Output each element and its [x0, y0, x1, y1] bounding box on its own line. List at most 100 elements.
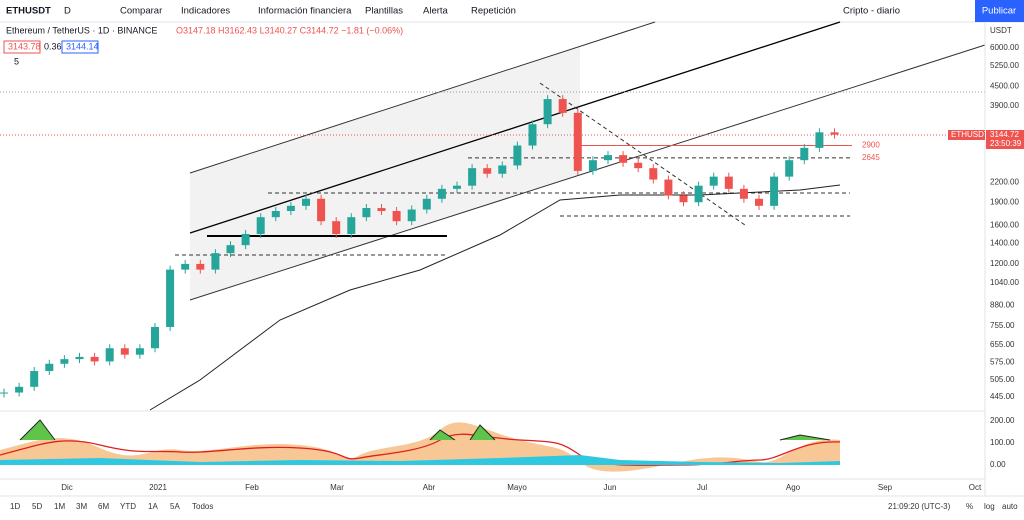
candle: [135, 348, 144, 355]
candle: [543, 99, 552, 125]
candle: [75, 356, 84, 360]
price-unit: USDT: [990, 26, 1012, 35]
time-label: Jul: [697, 483, 707, 492]
time-label: Sep: [878, 483, 893, 492]
indicator-tick: 200.00: [990, 416, 1015, 425]
candle: [60, 359, 69, 364]
candle: [739, 188, 748, 199]
range-button[interactable]: 5D: [32, 502, 42, 511]
candle: [513, 145, 522, 166]
publish-button[interactable]: [975, 0, 1024, 22]
candle: [30, 371, 39, 387]
bid: 3143.78: [8, 41, 41, 51]
time-label: Ago: [786, 483, 801, 492]
candle: [649, 168, 658, 180]
collapsed-count[interactable]: 5: [14, 56, 19, 66]
candle: [0, 392, 8, 394]
indicators[interactable]: Indicadores: [181, 6, 230, 17]
range-button[interactable]: 1D: [10, 502, 20, 511]
candle: [302, 198, 310, 206]
time-label: Oct: [969, 483, 982, 492]
candle: [483, 168, 492, 174]
candle: [498, 165, 507, 174]
candle: [830, 132, 839, 135]
candle: [196, 263, 205, 270]
price-tick: 1400.00: [990, 238, 1019, 247]
candle: [468, 168, 477, 186]
time-label: Abr: [423, 483, 436, 492]
candle: [347, 217, 356, 234]
spread: 0.36: [44, 41, 62, 51]
level-label: 2900: [862, 141, 880, 150]
price-tick: 445.00: [990, 392, 1015, 401]
candle: [45, 363, 54, 372]
log-toggle[interactable]: log: [984, 502, 995, 511]
range-button[interactable]: 1A: [148, 502, 158, 511]
time-label: Dic: [61, 483, 73, 492]
price-tick: 1200.00: [990, 259, 1019, 268]
candle: [226, 245, 235, 254]
candle: [392, 211, 401, 222]
price-tick: 505.00: [990, 375, 1015, 384]
time-label: Mar: [330, 483, 344, 492]
candle: [453, 185, 461, 189]
price-tick: 2200.00: [990, 178, 1019, 187]
compare[interactable]: Comparar: [120, 6, 162, 17]
bid-box: [3, 40, 41, 54]
range-button[interactable]: 1M: [54, 502, 65, 511]
range-button[interactable]: Todos: [192, 502, 213, 511]
time-label: Mayo: [507, 483, 527, 492]
candle: [15, 386, 24, 393]
alert[interactable]: Alerta: [423, 6, 449, 17]
candle: [694, 185, 703, 203]
price-tick: 6000.00: [990, 43, 1019, 52]
channel-line: [189, 21, 841, 234]
symbol[interactable]: ETHUSDT: [6, 6, 51, 17]
price-tick: 880.00: [990, 301, 1015, 310]
candle: [634, 162, 643, 169]
oscillator-area: [0, 422, 840, 472]
price-tag: [986, 130, 1024, 149]
layout[interactable]: Cripto - diario: [843, 6, 900, 17]
candle: [679, 195, 688, 203]
candle: [604, 155, 612, 161]
time-label: Feb: [245, 483, 259, 492]
replay[interactable]: Repetición: [471, 6, 516, 17]
candle: [332, 221, 341, 234]
templates[interactable]: Plantillas: [365, 6, 403, 17]
percent-toggle[interactable]: %: [966, 502, 973, 511]
price-tick: 575.00: [990, 358, 1015, 367]
financials[interactable]: Información financiera: [258, 6, 352, 17]
interval[interactable]: D: [64, 6, 71, 17]
range-button[interactable]: 6M: [98, 502, 109, 511]
candle: [181, 263, 190, 270]
indicator-tick: 100.00: [990, 438, 1015, 447]
candle: [709, 176, 718, 186]
symbol-tag-text: ETHUSDT: [951, 130, 989, 139]
time-label: Jun: [604, 483, 617, 492]
candle: [317, 198, 326, 222]
candle: [664, 179, 673, 196]
candle: [286, 205, 295, 212]
auto-toggle[interactable]: auto: [1002, 502, 1018, 511]
candle: [90, 356, 99, 362]
range-button[interactable]: YTD: [120, 502, 136, 511]
candle: [422, 198, 431, 210]
price-tick: 3900.00: [990, 101, 1019, 110]
candle: [105, 348, 114, 362]
price-tick: 1040.00: [990, 278, 1019, 287]
price-tick: 5250.00: [990, 61, 1019, 70]
candle: [407, 209, 416, 222]
candle: [558, 99, 567, 113]
channel-line: [189, 21, 656, 174]
channel-fill: [190, 47, 580, 300]
candle: [785, 160, 794, 177]
range-button[interactable]: 3M: [76, 502, 87, 511]
momentum-peaks: [19, 419, 831, 441]
legend-title: Ethereum / TetherUS · 1D · BINANCE: [6, 25, 157, 35]
range-button[interactable]: 5A: [170, 502, 180, 511]
publish[interactable]: Publicar: [982, 6, 1016, 17]
candle: [362, 208, 371, 218]
